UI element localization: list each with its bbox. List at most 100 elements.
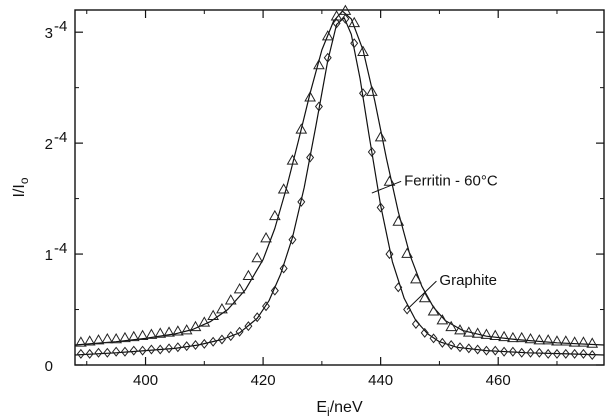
diamond-marker bbox=[226, 331, 235, 342]
x-tick-label: 400 bbox=[133, 372, 158, 389]
diamond-marker bbox=[350, 38, 359, 49]
diamond-marker bbox=[85, 348, 94, 359]
triangle-marker bbox=[542, 334, 555, 345]
diamond-marker bbox=[173, 342, 182, 353]
diamond-marker bbox=[314, 101, 323, 112]
triangle-marker bbox=[207, 309, 219, 320]
diamond-marker bbox=[156, 344, 165, 355]
plot-frame bbox=[74, 9, 605, 366]
y-tick-exponent: -4 bbox=[54, 240, 67, 257]
diamond-marker bbox=[526, 347, 535, 358]
triangle-marker bbox=[559, 335, 572, 346]
triangle-marker bbox=[586, 337, 599, 348]
triangle-marker bbox=[295, 123, 308, 134]
diamond-marker bbox=[359, 88, 368, 99]
y-tick-label: 0 bbox=[45, 358, 53, 375]
diamond-marker bbox=[200, 338, 209, 349]
triangle-marker bbox=[242, 269, 255, 281]
diamond-marker bbox=[103, 347, 112, 358]
triangle-marker bbox=[498, 330, 510, 342]
triangle-marker bbox=[577, 336, 590, 347]
triangle-marker bbox=[92, 334, 105, 345]
diamond-marker bbox=[112, 346, 121, 357]
diamond-marker bbox=[306, 152, 315, 163]
triangle-marker bbox=[480, 328, 493, 339]
diamond-marker bbox=[279, 263, 288, 274]
triangle-marker bbox=[268, 209, 281, 221]
diamond-marker bbox=[270, 285, 279, 296]
diamond-marker bbox=[552, 348, 561, 359]
annotations: Ferritin - 60°C Graphite bbox=[371, 172, 498, 310]
triangle-marker bbox=[365, 85, 378, 96]
diamond-marker bbox=[129, 345, 138, 356]
diamond-marker bbox=[455, 342, 464, 353]
diamond-marker bbox=[244, 321, 253, 332]
y-axis-title: I/Io bbox=[11, 177, 31, 197]
annotation-leader bbox=[406, 280, 437, 310]
x-tick-label: 460 bbox=[486, 372, 511, 389]
triangle-marker bbox=[75, 336, 87, 347]
diamond-marker bbox=[394, 282, 403, 293]
triangle-marker bbox=[383, 175, 396, 186]
triangle-marker bbox=[198, 316, 211, 327]
x-axis: 400 420 440 460 bbox=[86, 10, 558, 389]
diamond-marker bbox=[500, 346, 509, 357]
annotation-label: Graphite bbox=[439, 272, 497, 289]
diamond-marker bbox=[579, 348, 588, 359]
diamond-marker bbox=[420, 327, 429, 338]
triangle-marker bbox=[374, 131, 387, 142]
triangle-marker bbox=[348, 16, 361, 28]
triangle-marker bbox=[136, 329, 149, 340]
triangle-marker bbox=[330, 10, 343, 21]
y-tick-label: 3 bbox=[45, 25, 53, 42]
diamond-marker bbox=[323, 52, 332, 63]
triangle-marker bbox=[427, 305, 440, 316]
y-tick-exponent: -4 bbox=[54, 18, 67, 35]
triangle-marker bbox=[233, 283, 246, 294]
triangle-marker bbox=[313, 58, 325, 70]
triangle-marker bbox=[524, 332, 537, 344]
triangle-marker bbox=[321, 30, 334, 41]
triangle-marker bbox=[119, 331, 131, 343]
triangle-marker bbox=[436, 314, 449, 325]
diamond-marker bbox=[235, 326, 244, 337]
triangle-marker bbox=[172, 325, 184, 336]
y-tick-label: 2 bbox=[45, 136, 53, 153]
triangle-marker bbox=[410, 273, 422, 284]
triangle-marker bbox=[304, 91, 316, 102]
diamond-marker bbox=[120, 346, 129, 357]
triangle-marker bbox=[489, 329, 502, 340]
triangle-marker bbox=[286, 154, 299, 165]
diamond-marker bbox=[403, 304, 412, 315]
triangle-marker bbox=[260, 232, 272, 243]
y-tick-exponent: -4 bbox=[54, 129, 67, 146]
triangle-marker bbox=[251, 251, 264, 263]
triangle-marker bbox=[454, 324, 466, 335]
y-axis: 01 -42 -43 -4 bbox=[45, 18, 604, 375]
triangle-marker bbox=[462, 326, 475, 337]
diamond-marker bbox=[297, 196, 306, 207]
diamond-marker bbox=[491, 345, 500, 356]
diamond-marker bbox=[535, 347, 544, 358]
diamond-marker bbox=[544, 348, 553, 359]
triangle-marker bbox=[515, 331, 528, 343]
diamond-marker bbox=[570, 348, 579, 359]
annotation-leader bbox=[371, 180, 402, 194]
triangle-marker bbox=[83, 335, 96, 346]
triangle-marker bbox=[216, 303, 228, 314]
triangle-marker bbox=[145, 328, 158, 339]
diamond-marker bbox=[94, 347, 103, 358]
triangle-marker bbox=[224, 294, 237, 305]
diamond-marker bbox=[288, 234, 297, 245]
diamond-marker bbox=[209, 336, 218, 347]
triangle-marker bbox=[277, 183, 290, 194]
diamond-marker bbox=[376, 202, 385, 213]
fit-curves bbox=[74, 10, 605, 356]
fit-curve-ferritin bbox=[74, 10, 605, 346]
plot-border bbox=[74, 9, 605, 366]
diamond-marker bbox=[411, 318, 420, 329]
diamond-marker bbox=[341, 13, 350, 24]
triangle-marker bbox=[357, 45, 369, 56]
diamond-marker bbox=[182, 341, 191, 352]
triangle-marker bbox=[101, 332, 114, 344]
